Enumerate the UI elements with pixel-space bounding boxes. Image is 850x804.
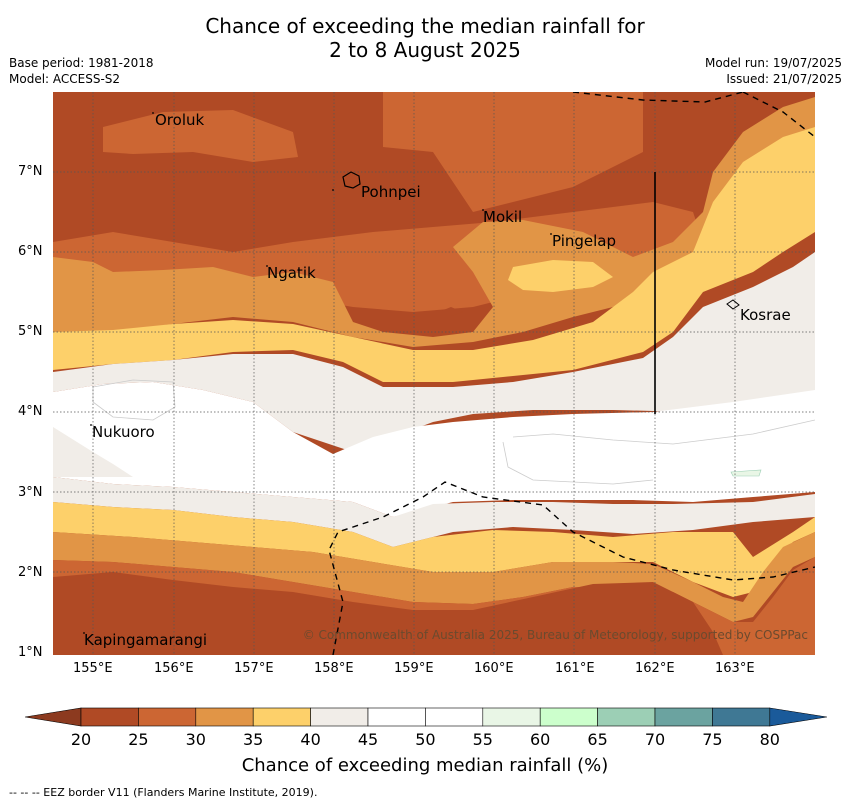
eez-border — [328, 92, 815, 655]
map-title-line2: 2 to 8 August 2025 — [329, 38, 521, 62]
colorbar-tick-label: 45 — [357, 730, 379, 749]
place-kapingamarangi: Kapingamarangi — [84, 631, 208, 649]
colorbar-arrow-low — [25, 707, 82, 727]
band-40-45-south — [53, 477, 815, 547]
colorbar-tick-label: 20 — [70, 730, 92, 749]
colorbar-tick-label: 75 — [702, 730, 723, 749]
lat-label: 6°N — [18, 244, 43, 259]
place-ngatik: Ngatik — [267, 264, 316, 282]
kosrae-island-icon — [726, 299, 740, 310]
lon-label: 156°E — [154, 661, 194, 676]
colorbar-tick-label: 55 — [472, 730, 493, 749]
place-pingelap: Pingelap — [552, 232, 617, 250]
lon-label: 155°E — [73, 661, 113, 676]
colorbar-segment — [425, 707, 484, 727]
lat-label: 3°N — [18, 485, 43, 500]
colorbar — [25, 707, 827, 727]
model-name: Model: ACCESS-S2 — [9, 72, 121, 86]
colorbar-tick-label: 35 — [243, 730, 264, 749]
lon-label: 157°E — [234, 661, 274, 676]
colorbar-tick-label: 60 — [530, 730, 551, 749]
band-30-35-south — [53, 532, 815, 622]
lon-label: 162°E — [635, 661, 675, 676]
lat-label: 2°N — [18, 565, 43, 580]
colorbar-segment — [195, 707, 254, 727]
lon-label: 159°E — [394, 661, 434, 676]
colorbar-segment — [252, 707, 311, 727]
place-kosrae: Kosrae — [740, 306, 791, 324]
eez-legend: -- -- -- EEZ border V11 (Flanders Marine… — [9, 786, 318, 799]
band-20-25-south — [53, 572, 723, 655]
colorbar-segment — [367, 707, 426, 727]
lon-label: 160°E — [474, 661, 514, 676]
lat-label: 4°N — [18, 404, 43, 419]
copyright-credit: © Commonwealth of Australia 2025, Bureau… — [302, 628, 808, 642]
graticule — [53, 92, 815, 655]
band-35-40-north — [53, 127, 815, 382]
colorbar-segment — [310, 707, 369, 727]
lat-label: 7°N — [18, 164, 43, 179]
lon-label: 163°E — [715, 661, 755, 676]
lat-label: 5°N — [18, 324, 43, 339]
band-35-40-south — [53, 502, 815, 597]
place-nukuoro: Nukuoro — [92, 423, 155, 441]
colorbar-tick-label: 50 — [415, 730, 436, 749]
colorbar-segment — [712, 707, 771, 727]
colorbar-segment — [597, 707, 656, 727]
colorbar-tick-label: 65 — [587, 730, 608, 749]
colorbar-tick-label: 25 — [128, 730, 149, 749]
colorbar-tick-label: 30 — [185, 730, 206, 749]
colorbar-tick-label: 70 — [644, 730, 666, 749]
band-35-40-pingelap — [508, 260, 613, 292]
map-title-line1: Chance of exceeding the median rainfall … — [205, 14, 645, 38]
colorbar-segment — [654, 707, 713, 727]
colorbar-segment — [138, 707, 197, 727]
colorbar-title: Chance of exceeding median rainfall (%) — [241, 755, 609, 776]
colorbar-arrow-high — [769, 707, 827, 727]
rainfall-map — [53, 92, 815, 655]
colorbar-tick-label: 40 — [300, 730, 321, 749]
base-period: Base period: 1981-2018 — [9, 56, 154, 70]
place-pohnpei: Pohnpei — [361, 183, 421, 201]
lon-label: 161°E — [555, 661, 595, 676]
colorbar-tick-label: 80 — [759, 730, 780, 749]
band-30-35-north — [53, 97, 815, 347]
place-oroluk: Oroluk — [155, 111, 205, 129]
colorbar-segment — [482, 707, 541, 727]
lon-label: 158°E — [314, 661, 354, 676]
pohnpei-island-icon — [342, 171, 361, 189]
issued-date: Issued: 21/07/2025 — [726, 72, 842, 86]
model-run: Model run: 19/07/2025 — [704, 56, 842, 70]
orange-patch-north — [383, 92, 643, 212]
orange-patch-oroluk — [103, 110, 298, 162]
place-mokil: Mokil — [483, 208, 523, 226]
colorbar-segment — [80, 707, 139, 727]
colorbar-segment — [539, 707, 598, 727]
band-40-45-north — [53, 252, 815, 452]
lat-label: 1°N — [18, 645, 43, 660]
